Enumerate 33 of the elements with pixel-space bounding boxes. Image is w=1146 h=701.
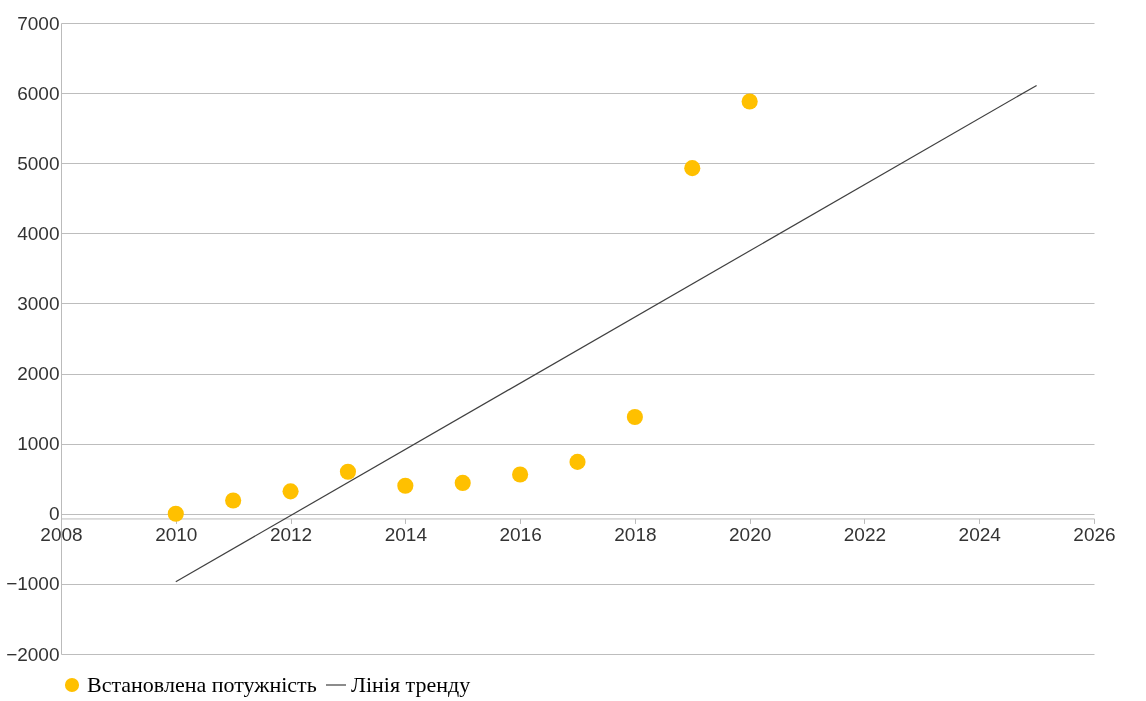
x-tick-label: 2010 [155, 523, 198, 545]
x-tick-label: 2024 [958, 523, 1002, 545]
y-tick-label: 6000 [17, 82, 60, 104]
x-tick-label: 2022 [843, 523, 887, 545]
y-tick-label: 7000 [17, 12, 60, 34]
y-tick-label: 3000 [17, 292, 60, 314]
point [684, 160, 701, 177]
point [339, 463, 357, 480]
y-tick-label: −1000 [6, 573, 60, 595]
y-tick-label: 4000 [17, 222, 60, 244]
y-tick-label: 0 [48, 503, 60, 525]
x-tick-label: 2016 [499, 523, 542, 545]
point [512, 466, 529, 483]
point [569, 453, 586, 470]
y-tick-label: 5000 [17, 152, 60, 174]
point [626, 408, 643, 426]
x-tick-label: 2012 [269, 523, 313, 545]
point [741, 93, 758, 110]
point [454, 474, 471, 491]
point [167, 505, 184, 522]
y-tick-label: −2000 [6, 643, 60, 665]
x-tick-label: 2018 [614, 523, 657, 545]
x-tick-label: 2020 [729, 523, 772, 545]
point [225, 492, 242, 509]
x-tick-label: 2014 [384, 523, 428, 545]
point [397, 477, 414, 494]
y-tick-label: 1000 [17, 433, 60, 455]
legend-label: Лінія тренду [351, 672, 471, 697]
legend-label: Встановлена потужність [87, 672, 317, 697]
point [282, 483, 299, 500]
x-tick-label: 2008 [40, 523, 83, 545]
x-tick-label: 2026 [1073, 523, 1116, 545]
y-tick-label: 2000 [17, 363, 60, 385]
